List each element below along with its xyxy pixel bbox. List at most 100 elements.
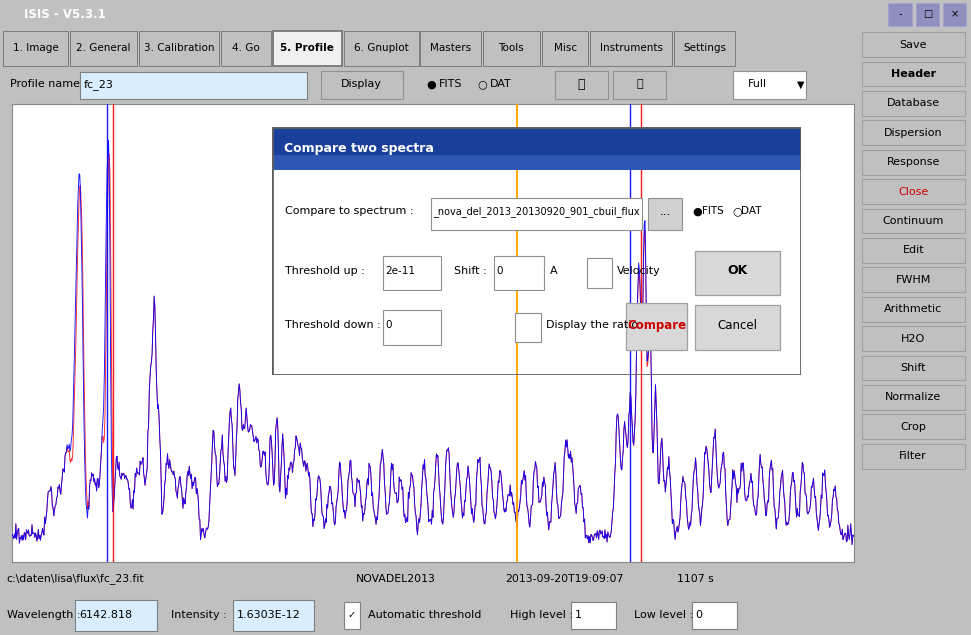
Bar (614, 71, 666, 99)
Bar (943, 3, 966, 26)
Text: FITS: FITS (439, 79, 462, 90)
Bar (695, 251, 780, 295)
Bar (555, 71, 608, 99)
Bar (344, 31, 419, 66)
Text: 2. General: 2. General (76, 43, 131, 53)
Bar (695, 305, 780, 350)
Bar (674, 31, 735, 66)
Text: Threshold down :: Threshold down : (285, 320, 381, 330)
Text: Wavelength :: Wavelength : (7, 610, 81, 620)
Bar (861, 179, 965, 204)
Bar (420, 31, 481, 66)
Bar (494, 256, 545, 290)
Bar (516, 313, 541, 342)
Text: Display the ratio: Display the ratio (546, 320, 638, 330)
Text: 4. Go: 4. Go (232, 43, 260, 53)
Text: Arithmetic: Arithmetic (885, 304, 942, 314)
Bar (733, 71, 806, 99)
Bar (861, 62, 965, 86)
Text: ○: ○ (732, 206, 742, 216)
Text: 2013-09-20T19:09:07: 2013-09-20T19:09:07 (505, 573, 623, 584)
Text: ...: ... (659, 204, 671, 218)
Text: Velocity: Velocity (617, 265, 660, 276)
Text: Shift: Shift (900, 363, 926, 373)
Text: Display: Display (342, 79, 383, 90)
Bar (80, 72, 307, 98)
Bar (321, 71, 403, 99)
Text: 0: 0 (385, 320, 392, 330)
Bar (861, 297, 965, 322)
Text: FWHM: FWHM (895, 275, 931, 285)
Text: Dispersion: Dispersion (884, 128, 943, 138)
Bar (861, 121, 965, 145)
Text: Header: Header (890, 69, 936, 79)
Text: Crop: Crop (900, 422, 926, 432)
Bar (272, 155, 801, 170)
Text: 🔍: 🔍 (636, 79, 643, 90)
Text: Intensity :: Intensity : (171, 610, 227, 620)
Bar (626, 303, 687, 350)
Bar (139, 31, 219, 66)
Text: □: □ (922, 9, 932, 19)
Bar (861, 267, 965, 292)
Text: Save: Save (899, 39, 927, 50)
Text: Settings: Settings (683, 43, 726, 53)
Text: Shift :: Shift : (454, 265, 487, 276)
Text: Cancel: Cancel (718, 319, 757, 331)
Text: ×: × (951, 9, 958, 19)
Text: 6. Gnuplot: 6. Gnuplot (353, 43, 409, 53)
Text: NOVADEL2013: NOVADEL2013 (355, 573, 435, 584)
Text: -: - (898, 9, 902, 19)
Text: Compare: Compare (627, 319, 686, 331)
Text: High level :: High level : (510, 610, 573, 620)
Bar (233, 599, 315, 631)
Text: 2e-11: 2e-11 (385, 265, 416, 276)
Text: Response: Response (887, 157, 940, 167)
Text: fc_23: fc_23 (84, 79, 114, 90)
Bar (861, 326, 965, 351)
Text: A: A (550, 265, 557, 276)
Bar (272, 127, 801, 170)
Bar (692, 602, 737, 629)
Text: Edit: Edit (902, 245, 924, 255)
Bar (861, 208, 965, 234)
Text: Automatic threshold: Automatic threshold (368, 610, 482, 620)
Text: Filter: Filter (899, 451, 927, 461)
Text: 1.6303E-12: 1.6303E-12 (236, 610, 300, 620)
Bar (345, 602, 359, 629)
Bar (888, 3, 912, 26)
Text: ⧉: ⧉ (578, 78, 586, 91)
Bar (383, 256, 441, 290)
Text: 0: 0 (695, 610, 702, 620)
Bar (3, 31, 68, 66)
Text: ✓: ✓ (348, 610, 355, 620)
Text: 6142.818: 6142.818 (79, 610, 132, 620)
Bar (916, 3, 939, 26)
Bar (586, 258, 612, 288)
Bar (590, 31, 672, 66)
Text: Threshold up :: Threshold up : (285, 265, 365, 276)
Text: FITS: FITS (702, 206, 723, 216)
Text: Low level :: Low level : (634, 610, 693, 620)
Text: ISIS - V5.3.1: ISIS - V5.3.1 (24, 8, 106, 20)
Bar (483, 31, 540, 66)
Text: 1107 s: 1107 s (677, 573, 714, 584)
Text: ●: ● (426, 79, 436, 90)
Text: Tools: Tools (498, 43, 524, 53)
Bar (70, 31, 137, 66)
Bar (861, 385, 965, 410)
Bar (861, 150, 965, 175)
Text: Masters: Masters (430, 43, 471, 53)
Text: Database: Database (887, 98, 940, 109)
Bar (221, 31, 271, 66)
Bar (861, 415, 965, 439)
Text: c:\daten\lisa\flux\fc_23.fit: c:\daten\lisa\flux\fc_23.fit (7, 573, 145, 584)
Text: _nova_del_2013_20130920_901_cbuil_flux: _nova_del_2013_20130920_901_cbuil_flux (433, 206, 640, 217)
Text: Instruments: Instruments (600, 43, 662, 53)
Text: 3. Calibration: 3. Calibration (144, 43, 215, 53)
Bar (861, 356, 965, 380)
Text: 5. Profile: 5. Profile (281, 43, 334, 53)
Bar (76, 599, 156, 631)
Text: DAT: DAT (741, 206, 762, 216)
Text: Profile name :: Profile name : (11, 79, 87, 90)
